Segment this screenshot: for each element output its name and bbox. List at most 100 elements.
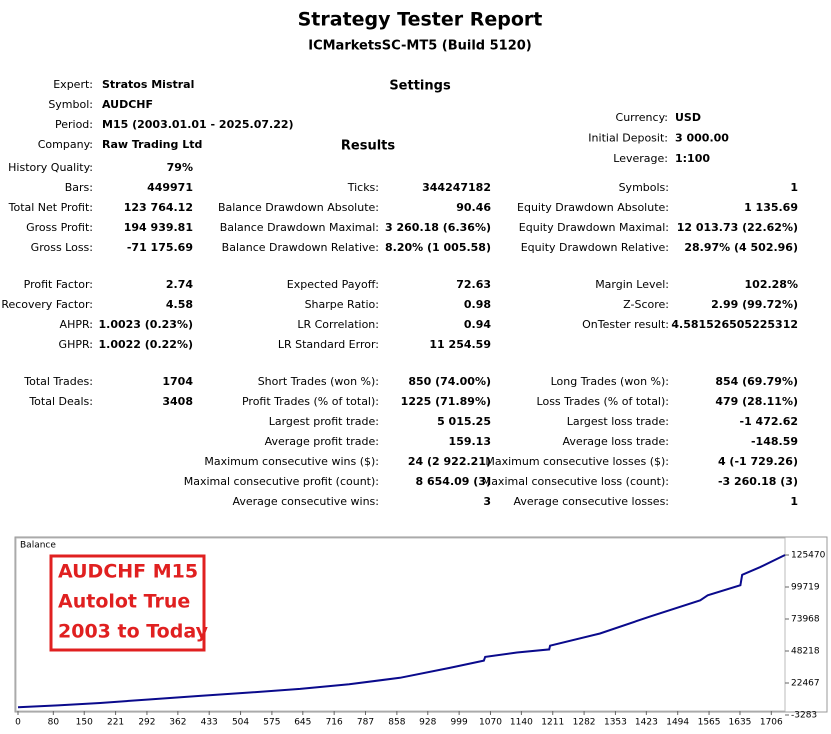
setting-label: Symbol: [48,98,93,111]
result-label: LR Correlation: [297,318,379,331]
result-label: Average consecutive wins: [232,495,379,508]
result-label: Equity Drawdown Maximal: [519,221,669,234]
result-value: 479 (28.11%) [715,395,798,408]
x-tick-label: 716 [326,718,343,728]
x-tick-label: 645 [294,718,311,728]
result-value: 3 260.18 (6.36%) [385,221,491,234]
result-value: -148.59 [751,435,798,448]
result-value: -1 472.62 [740,415,799,428]
result-label: Expected Payoff: [287,278,379,291]
result-label: Maximal consecutive loss (count): [482,475,669,488]
y-tick-label: 48218 [791,647,820,657]
result-value: 3 [483,495,491,508]
settings-heading: Settings [389,79,451,94]
result-label: Short Trades (won %): [258,375,379,388]
result-label: Average loss trade: [563,435,669,448]
annotation-text: 2003 to Today [58,621,209,643]
x-tick-label: 1353 [604,718,627,728]
result-value: 4.581526505225312 [671,318,798,331]
result-label: LR Standard Error: [278,338,379,351]
result-label: Profit Factor: [24,278,93,291]
setting-label: Company: [38,138,93,151]
x-tick-label: 1140 [510,718,533,728]
result-value: 2.99 (99.72%) [711,298,798,311]
setting-label: Initial Deposit: [588,132,668,145]
result-label: Sharpe Ratio: [305,298,379,311]
x-tick-label: 1706 [760,718,783,728]
result-value: -3 260.18 (3) [718,475,798,488]
result-value: 24 (2 922.21) [408,455,491,468]
x-tick-label: 292 [138,718,155,728]
result-value: -71 175.69 [127,241,193,254]
x-tick-label: 1635 [729,718,752,728]
result-value: 4.58 [166,298,193,311]
result-label: Balance Drawdown Absolute: [218,201,379,214]
x-tick-label: 433 [201,718,218,728]
result-label: Total Trades: [23,375,93,388]
result-label: Symbols: [619,181,669,194]
report-title: Strategy Tester Report [298,9,543,31]
result-label: Profit Trades (% of total): [242,395,379,408]
x-tick-label: 80 [48,718,60,728]
result-value: 79% [167,161,193,174]
result-value: 28.97% (4 502.96) [684,241,798,254]
setting-value: M15 (2003.01.01 - 2025.07.22) [102,118,294,131]
setting-label: Period: [55,118,93,131]
result-value: 1704 [162,375,193,388]
result-value: 8.20% (1 005.58) [385,241,491,254]
x-tick-label: 1565 [698,718,721,728]
y-tick-label: 99719 [791,583,820,593]
x-tick-label: 575 [263,718,280,728]
result-value: 3408 [162,395,193,408]
result-label: Gross Profit: [26,221,93,234]
annotation-text: AUDCHF M15 [58,561,198,583]
result-value: 854 (69.79%) [715,375,798,388]
result-label: Average profit trade: [265,435,379,448]
setting-value: 1:100 [675,152,710,165]
result-value: 0.98 [464,298,491,311]
balance-line [17,554,786,709]
result-value: 159.13 [449,435,491,448]
result-value: 850 (74.00%) [408,375,491,388]
x-tick-label: 362 [169,718,186,728]
y-tick-label: -3283 [791,711,817,721]
chart-frame [14,536,828,713]
result-label: Margin Level: [595,278,669,291]
x-tick-label: 1070 [479,718,502,728]
x-tick-label: 1211 [541,718,564,728]
x-tick-label: 999 [451,718,468,728]
result-label: Largest loss trade: [567,415,669,428]
result-value: 5 015.25 [437,415,491,428]
result-value: 4 (-1 729.26) [718,455,798,468]
x-tick-label: 928 [419,718,436,728]
result-value: 0.94 [464,318,491,331]
setting-label: Expert: [53,78,93,91]
setting-value: USD [675,111,701,124]
annotation-text: Autolot True [58,591,190,613]
annotation-box [49,554,206,652]
x-tick-label: 150 [76,718,93,728]
result-label: Long Trades (won %): [551,375,669,388]
result-label: Ticks: [347,181,379,194]
y-tick-label: 125470 [791,551,826,561]
result-label: Maximum consecutive losses ($): [485,455,669,468]
result-value: 8 654.09 (3) [416,475,491,488]
results-heading: Results [341,139,395,154]
x-tick-label: 0 [15,718,21,728]
y-tick-label: 73968 [791,615,820,625]
result-value: 2.74 [166,278,193,291]
result-label: OnTester result: [582,318,669,331]
result-label: Balance Drawdown Maximal: [220,221,379,234]
result-label: AHPR: [60,318,93,331]
result-value: 1225 (71.89%) [401,395,491,408]
result-label: Bars: [65,181,93,194]
setting-value: Stratos Mistral [102,78,194,91]
result-value: 344247182 [422,181,491,194]
report-subtitle: ICMarketsSC-MT5 (Build 5120) [308,39,532,54]
x-tick-label: 787 [357,718,374,728]
result-value: 194 939.81 [124,221,193,234]
result-label: Loss Trades (% of total): [537,395,669,408]
result-label: Equity Drawdown Absolute: [517,201,669,214]
result-label: Total Net Profit: [8,201,93,214]
